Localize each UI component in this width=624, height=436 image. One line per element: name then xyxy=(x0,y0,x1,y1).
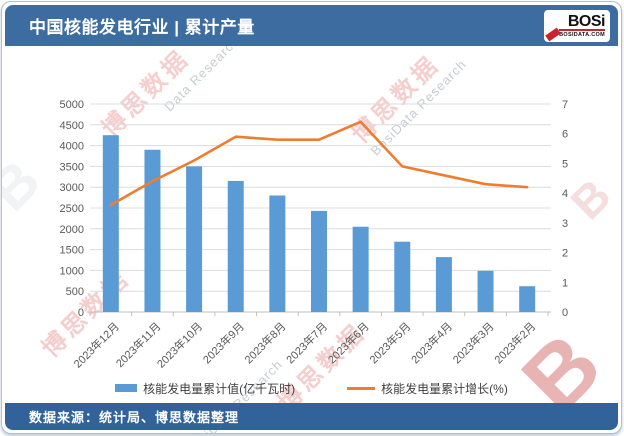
svg-text:2023年4月: 2023年4月 xyxy=(408,319,455,366)
svg-text:0: 0 xyxy=(78,307,84,319)
logo-ribbon-icon xyxy=(545,27,561,41)
line-series-swatch-icon xyxy=(347,386,376,390)
svg-text:5000: 5000 xyxy=(60,99,84,111)
svg-text:1: 1 xyxy=(562,277,568,289)
data-source-text: 数据来源：统计局、博思数据整理 xyxy=(29,410,240,425)
svg-text:3: 3 xyxy=(562,218,568,230)
svg-text:2023年3月: 2023年3月 xyxy=(450,319,497,366)
svg-text:4000: 4000 xyxy=(60,141,84,153)
svg-text:2023年10月: 2023年10月 xyxy=(154,319,205,370)
bosi-logo: BOSi BOSIDATA.COM xyxy=(544,9,610,42)
svg-text:2000: 2000 xyxy=(60,224,84,236)
svg-text:6: 6 xyxy=(562,129,568,141)
legend-item-line: 核能发电量累计增长(%) xyxy=(347,380,508,397)
chart-legend: 核能发电量累计值(亿千瓦时) 核能发电量累计增长(%) xyxy=(2,378,621,398)
header-bar: 中国核能发电行业 | 累计产量 BOSi BOSIDATA.COM xyxy=(5,5,618,46)
svg-text:2: 2 xyxy=(562,248,568,260)
svg-text:3000: 3000 xyxy=(60,182,84,194)
svg-text:4: 4 xyxy=(562,188,568,200)
svg-text:2023年7月: 2023年7月 xyxy=(283,319,330,366)
svg-text:2023年6月: 2023年6月 xyxy=(325,319,372,366)
svg-text:3500: 3500 xyxy=(60,161,84,173)
svg-text:500: 500 xyxy=(66,286,84,298)
legend-label-bars: 核能发电量累计值(亿千瓦时) xyxy=(143,381,296,396)
svg-text:1500: 1500 xyxy=(60,245,84,257)
svg-text:1000: 1000 xyxy=(60,265,84,277)
page-title: 中国核能发电行业 | 累计产量 xyxy=(29,18,255,37)
svg-text:2023年2月: 2023年2月 xyxy=(491,319,538,366)
svg-text:2023年9月: 2023年9月 xyxy=(200,319,247,366)
logo-domain-text: BOSIDATA.COM xyxy=(559,28,605,38)
svg-text:0: 0 xyxy=(562,307,568,319)
svg-text:7: 7 xyxy=(562,99,568,111)
legend-item-bars: 核能发电量累计值(亿千瓦时) xyxy=(115,380,295,397)
svg-text:5: 5 xyxy=(562,158,568,170)
logo-brand-text: BOSi xyxy=(567,12,606,30)
legend-label-line: 核能发电量累计增长(%) xyxy=(381,381,508,396)
svg-text:2500: 2500 xyxy=(60,203,84,215)
footer-bar: 数据来源：统计局、博思数据整理 xyxy=(5,403,618,430)
bar-series-swatch-icon xyxy=(115,384,138,392)
svg-text:2023年8月: 2023年8月 xyxy=(241,319,288,366)
svg-text:4500: 4500 xyxy=(60,120,84,132)
svg-text:2023年5月: 2023年5月 xyxy=(366,319,413,366)
